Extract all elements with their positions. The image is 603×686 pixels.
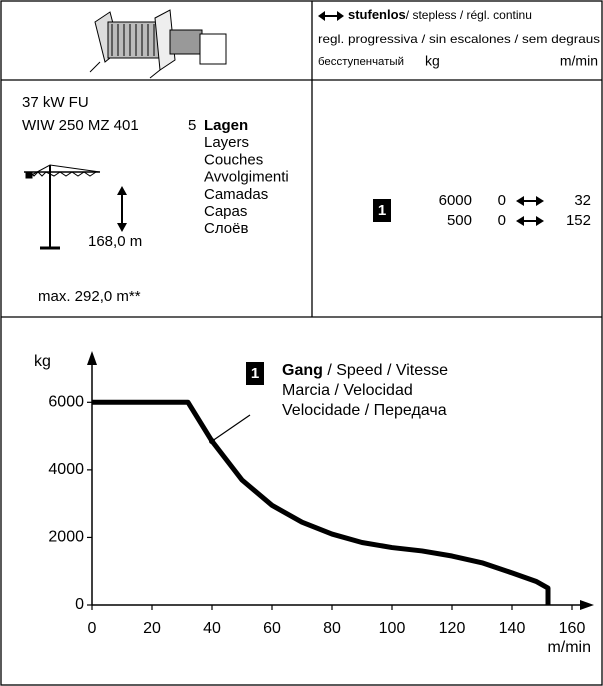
x-tick-label: 100: [379, 620, 406, 637]
arrow-head: [516, 216, 524, 226]
x-tick-label: 80: [323, 620, 341, 637]
y-tick-label: 0: [75, 596, 84, 613]
layer-label: Layers: [204, 134, 249, 151]
y-tick-label: 6000: [48, 394, 84, 411]
load: 500: [447, 212, 472, 229]
layer-label: Avvolgimenti: [204, 169, 289, 186]
x-tick-label: 160: [559, 620, 586, 637]
load: 6000: [439, 192, 472, 209]
speed-from: 0: [498, 212, 506, 229]
x-tick-label: 120: [439, 620, 466, 637]
chart: kg m/min 0 2000 4000 6000 0 20 40 60 80 100 120 140 16…: [34, 351, 594, 656]
annotation-text: / Speed / Vitesse: [323, 362, 448, 379]
annotation-line: Velocidade / Передача: [282, 402, 447, 419]
height: 168,0 m: [88, 233, 142, 250]
axis-arrow: [580, 600, 594, 610]
arrow-head: [516, 196, 524, 206]
frame: [1, 1, 602, 685]
annotation-line: Marcia / Velocidad: [282, 382, 413, 399]
y-axis-label: kg: [34, 353, 51, 370]
winch-drawing: [90, 10, 226, 78]
x-tick-label: 140: [499, 620, 526, 637]
header-unit: m/min: [560, 53, 598, 69]
annotation-line: Gang / Speed / Vitesse: [282, 362, 448, 379]
axis-arrow: [87, 351, 97, 365]
speed-table: 6000 0 32 500 0 152: [439, 192, 591, 229]
annotation-title: Gang: [282, 362, 323, 379]
x-axis-label: m/min: [547, 639, 591, 656]
y-tick-label: 2000: [48, 529, 84, 546]
model: WIW 250 MZ 401: [22, 117, 139, 134]
leader-line: [212, 415, 250, 441]
power: 37 kW FU: [22, 94, 89, 111]
annotation-point: [209, 438, 215, 444]
max-height: max. 292,0 m**: [38, 288, 141, 305]
layers-list: LagenLayersCouchesAvvolgimentiCamadasCap…: [204, 117, 289, 237]
header-unit: kg: [425, 53, 440, 69]
speed-to: 32: [574, 192, 591, 209]
double-arrow: [318, 11, 344, 21]
speed-from: 0: [498, 192, 506, 209]
x-tick-label: 0: [88, 620, 97, 637]
layer-label: Couches: [204, 151, 263, 168]
header-translations: / stepless / régl. continu: [406, 8, 532, 22]
layer-label: Camadas: [204, 186, 268, 203]
header-keyword: stufenlos: [348, 7, 406, 22]
layer-label: Lagen: [204, 117, 248, 134]
height-arrow: [117, 186, 127, 232]
gear-number: 1: [251, 365, 259, 382]
header-line: stufenlos/ stepless / régl. continu: [348, 7, 532, 22]
header-line: бесступенчатый: [318, 56, 404, 68]
layers-count: 5: [188, 117, 196, 134]
x-tick-label: 20: [143, 620, 161, 637]
datasheet: stufenlos/ stepless / régl. continu regl…: [0, 0, 603, 686]
layer-label: Capas: [204, 203, 247, 220]
x-tick-label: 40: [203, 620, 221, 637]
layer-label: Слоёв: [204, 220, 248, 237]
x-tick-label: 60: [263, 620, 281, 637]
speed-to: 152: [566, 212, 591, 229]
header-line: regl. progressiva / sin escalones / sem …: [318, 32, 600, 46]
arrow-head: [536, 196, 544, 206]
y-tick-label: 4000: [48, 461, 84, 478]
load-curve: [92, 402, 548, 605]
arrow-head: [536, 216, 544, 226]
gear-number: 1: [378, 202, 386, 219]
